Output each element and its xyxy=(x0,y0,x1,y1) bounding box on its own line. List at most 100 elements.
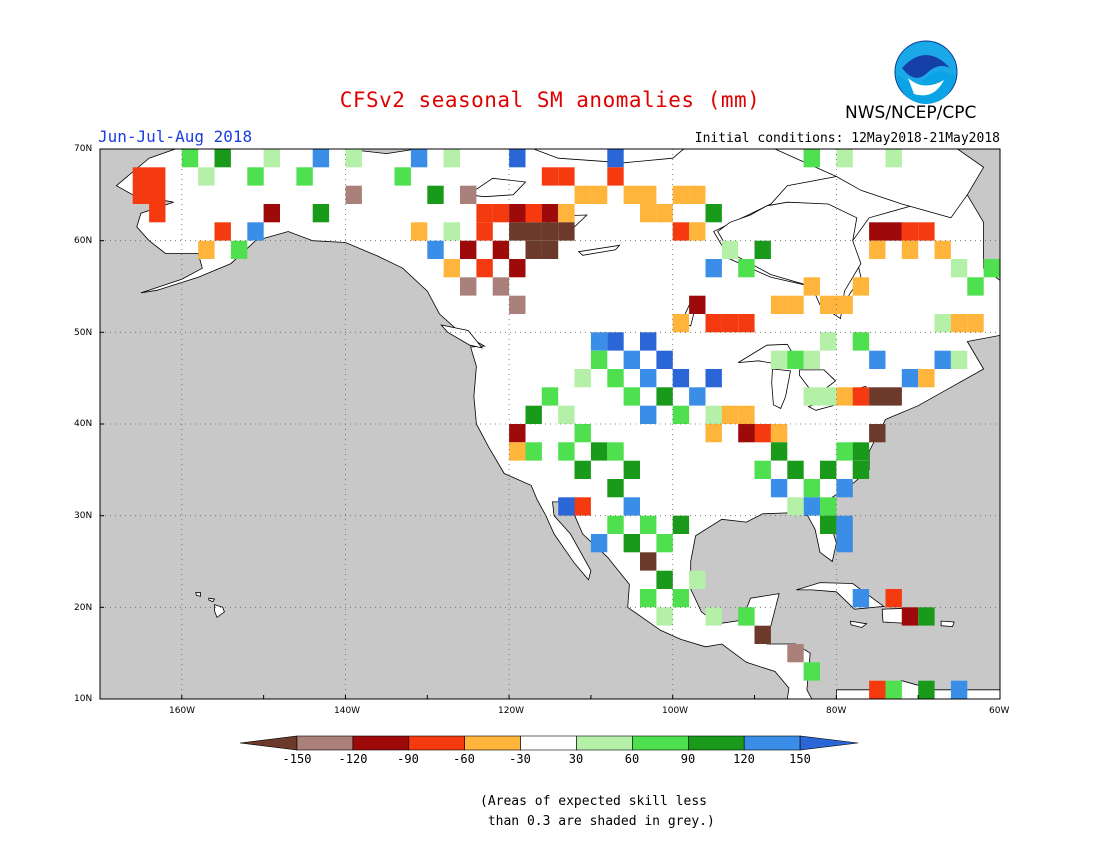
land-newfoundland xyxy=(1005,319,1059,363)
anomaly-cell xyxy=(803,277,820,296)
anomaly-cell xyxy=(623,534,640,553)
anomaly-cell xyxy=(214,149,231,168)
colorbar-segment xyxy=(687,735,745,751)
anomaly-cell xyxy=(476,204,493,223)
anomaly-cell xyxy=(345,149,362,168)
colorbar-segment xyxy=(520,735,577,751)
anomaly-cell xyxy=(574,497,591,516)
anomaly-cell xyxy=(590,442,608,461)
land-hawaii-maui xyxy=(208,597,216,603)
anomaly-cell xyxy=(689,387,706,406)
anomaly-cell xyxy=(509,204,526,223)
anomaly-cell xyxy=(590,350,608,369)
anomaly-cell xyxy=(918,680,935,699)
anomaly-cell xyxy=(410,149,428,168)
anomaly-cell xyxy=(672,589,690,608)
anomaly-cell xyxy=(836,442,853,461)
anomaly-cell xyxy=(705,259,722,278)
anomaly-cell xyxy=(672,369,690,388)
anomaly-cell xyxy=(198,167,215,186)
anomaly-cell xyxy=(705,369,722,388)
lon-label-80w: 80W xyxy=(826,706,847,716)
great-bear-lake xyxy=(467,177,527,198)
anomaly-cell xyxy=(623,185,640,204)
anomaly-cell xyxy=(312,149,330,168)
colorbar-segment xyxy=(632,735,689,751)
anomaly-cell xyxy=(721,405,739,424)
anomaly-cell xyxy=(640,515,657,534)
anomaly-cell xyxy=(623,350,640,369)
anomaly-cell xyxy=(656,534,673,553)
anomaly-cell xyxy=(247,167,264,186)
lon-label-100w: 100W xyxy=(662,706,689,716)
hudson-bay xyxy=(717,201,862,320)
anomaly-cell xyxy=(820,332,837,351)
anomaly-cell xyxy=(705,204,722,223)
anomaly-cell xyxy=(149,204,166,223)
anomaly-cell xyxy=(689,295,706,314)
anomaly-cell xyxy=(869,350,886,369)
anomaly-cell xyxy=(443,149,460,168)
anomaly-cell xyxy=(967,314,984,333)
colorbar-segment xyxy=(743,735,801,751)
anomaly-cell xyxy=(558,405,575,424)
anomaly-cell xyxy=(541,204,559,223)
anomaly-cell xyxy=(558,222,575,241)
anomaly-cell xyxy=(836,295,853,314)
anomaly-cell xyxy=(525,405,542,424)
anomaly-cell xyxy=(836,534,853,553)
anomaly-cell xyxy=(541,222,559,241)
anomaly-cell xyxy=(525,222,542,241)
anomaly-cell xyxy=(656,387,673,406)
anomaly-cell xyxy=(705,607,722,626)
anomaly-cell xyxy=(476,131,492,149)
anomaly-cell xyxy=(476,259,493,278)
colorbar-arrow-left xyxy=(239,735,298,751)
colorbar-label: -90 xyxy=(397,752,419,766)
anomaly-cell xyxy=(574,460,591,479)
land-jamaica xyxy=(849,620,868,628)
anomaly-cell xyxy=(541,387,559,406)
anomaly-cell xyxy=(460,240,477,259)
anomaly-cell xyxy=(738,259,755,278)
anomaly-cell xyxy=(820,515,837,534)
colorbar-label: 30 xyxy=(568,752,584,766)
anomaly-cell xyxy=(394,167,411,186)
land-puerto-rico xyxy=(940,620,955,628)
graticule xyxy=(100,149,1000,699)
anomaly-cell xyxy=(852,460,870,479)
anomaly-cell xyxy=(558,204,575,223)
lat-label-40n: 40N xyxy=(74,419,93,429)
anomaly-cell xyxy=(803,479,820,498)
colorbar-label: 60 xyxy=(624,752,640,766)
footnote-line-1: (Areas of expected skill less xyxy=(480,794,707,809)
anomaly-cell xyxy=(640,552,657,571)
anomaly-cell xyxy=(967,277,984,296)
anomaly-cell xyxy=(230,240,248,259)
anomaly-cell xyxy=(901,607,919,626)
anomaly-cell xyxy=(820,460,837,479)
noaa-logo-icon xyxy=(894,40,958,104)
anomaly-cell xyxy=(689,570,706,589)
colorbar-segment xyxy=(464,735,521,751)
anomaly-cell xyxy=(901,369,919,388)
anomaly-cell xyxy=(656,204,673,223)
anomaly-cell xyxy=(705,405,722,424)
lat-label-60n: 60N xyxy=(74,236,93,246)
anomaly-cell xyxy=(492,240,510,259)
anomaly-cell xyxy=(869,680,886,699)
anomaly-cell xyxy=(738,314,755,333)
anomaly-cell xyxy=(525,442,542,461)
anomaly-cell xyxy=(443,222,460,241)
lat-label-30n: 30N xyxy=(74,511,93,521)
colorbar-arrow-right xyxy=(799,735,859,751)
anomaly-cell xyxy=(787,644,804,663)
anomaly-cell xyxy=(770,424,788,443)
colorbar-label: -60 xyxy=(453,752,475,766)
lon-label-60w: 60W xyxy=(989,706,1010,716)
anomaly-cell xyxy=(590,185,608,204)
anomaly-cell xyxy=(640,405,657,424)
anomaly-cell xyxy=(918,607,935,626)
anomaly-cell xyxy=(901,222,919,241)
